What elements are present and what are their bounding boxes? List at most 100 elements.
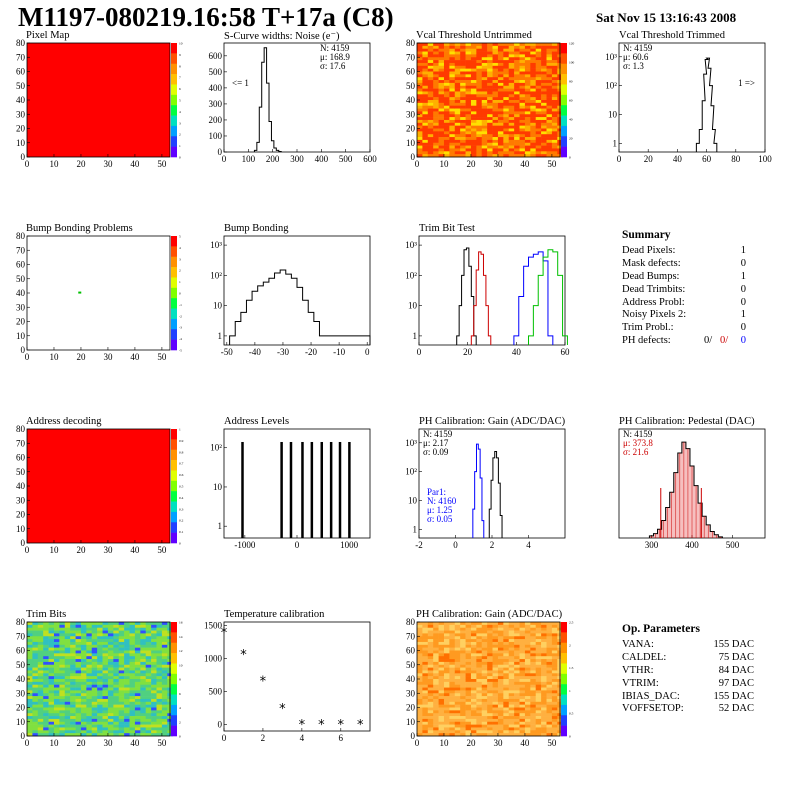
heatmap-cell (443, 45, 450, 49)
heatmap-cell (497, 43, 504, 47)
heatmap-cell (476, 710, 483, 714)
heatmap-cell (107, 690, 114, 694)
heatmap-cell (524, 724, 531, 728)
heatmap-cell (492, 707, 499, 711)
heatmap-cell (107, 650, 114, 654)
heatmap-cell (541, 664, 547, 668)
summary-row: Trim Probl.: 0 (622, 322, 746, 335)
heatmap-cell (487, 656, 493, 660)
heatmap-cell (75, 698, 82, 703)
heatmap-cell (535, 117, 542, 121)
heatmap-cell (487, 117, 493, 121)
heatmap-cell (37, 630, 44, 634)
heatmap-cell (524, 661, 531, 666)
heatmap-cell (113, 687, 120, 691)
heatmap-cell (134, 690, 141, 694)
heatmap-cell (535, 45, 542, 49)
color-bar-segment (561, 53, 567, 65)
heatmap-cell (514, 71, 520, 75)
heatmap-cell (145, 656, 152, 660)
heatmap-cell (492, 62, 499, 67)
heatmap-cell (541, 142, 547, 146)
heatmap-cell (107, 639, 114, 643)
heatmap-cell (465, 670, 472, 674)
heatmap-cell (433, 630, 439, 634)
heatmap-cell (32, 721, 39, 725)
heatmap-cell (32, 670, 39, 674)
y-tick-label: 60 (16, 260, 26, 270)
heatmap-cell (487, 85, 493, 89)
heatmap-cell (476, 659, 483, 663)
heatmap-cell (514, 690, 520, 694)
y-tick-label: 60 (406, 646, 416, 656)
color-bar-segment (561, 622, 567, 633)
heatmap-cell (91, 641, 98, 646)
heatmap-cell (433, 684, 439, 688)
heatmap-cell (417, 88, 423, 92)
heatmap-cell (476, 54, 483, 58)
heatmap-cell (443, 102, 450, 106)
heatmap-cell (460, 713, 466, 717)
heatmap-cell (481, 727, 488, 731)
heatmap-cell (449, 704, 456, 708)
heatmap-cell (37, 670, 44, 674)
heatmap-cell (70, 730, 76, 734)
heatmap-cell (492, 82, 499, 87)
heatmap-cell (449, 636, 456, 640)
heatmap-cell (417, 622, 423, 626)
heatmap-cell (91, 710, 98, 714)
heatmap-cell (37, 661, 44, 666)
heatmap-cell (497, 704, 504, 708)
heatmap-cell (481, 108, 488, 112)
heatmap-cell (519, 684, 526, 688)
heatmap-cell (91, 727, 98, 731)
y-tick-label: 80 (16, 38, 26, 48)
heatmap-cell (492, 653, 499, 657)
opparam-value: 52 DAC (718, 703, 754, 715)
heatmap-cell (438, 667, 445, 671)
heatmap-cell (460, 91, 466, 95)
heatmap-cell (449, 693, 456, 697)
heatmap-cell (470, 641, 477, 646)
heatmap-cell (514, 122, 520, 126)
heatmap-cell (75, 656, 82, 660)
heatmap-cell (492, 673, 499, 677)
heatmap-cell (438, 71, 445, 75)
heatmap-cell (86, 676, 93, 680)
heatmap-cell (508, 154, 515, 158)
heatmap-cell (487, 673, 493, 677)
heatmap-cell (32, 636, 39, 640)
heatmap-cell (497, 701, 504, 705)
heatmap-cell (487, 730, 493, 734)
heatmap-cell (43, 733, 49, 737)
heatmap-cell (433, 57, 439, 61)
heatmap-cell (59, 679, 66, 683)
heatmap-cell (97, 673, 103, 677)
heatmap-cell (124, 650, 130, 654)
heatmap-cell (97, 647, 103, 651)
heatmap-cell (508, 673, 515, 677)
heatmap-cell (460, 716, 466, 720)
heatmap-cell (151, 659, 157, 663)
heatmap-cell (64, 730, 71, 734)
heatmap-cell (530, 679, 537, 683)
heatmap-cell (454, 117, 461, 121)
heatmap-cell (551, 117, 558, 121)
heatmap-cell (470, 108, 477, 112)
heatmap-cell (417, 670, 423, 674)
heatmap-cell (524, 667, 531, 671)
heatmap-cell (530, 137, 537, 141)
heatmap-cell (519, 43, 526, 47)
heatmap-cell (91, 644, 98, 648)
heatmap-cell (118, 627, 125, 631)
heatmap-cell (492, 85, 499, 89)
heatmap-cell (514, 97, 520, 101)
heatmap-cell (497, 627, 504, 631)
heatmap-cell (487, 633, 493, 637)
heatmap-cell (70, 630, 76, 634)
heatmap-cell (422, 727, 429, 731)
heatmap-cell (476, 727, 483, 731)
heatmap-cell (476, 704, 483, 708)
heatmap-cell (64, 650, 71, 654)
